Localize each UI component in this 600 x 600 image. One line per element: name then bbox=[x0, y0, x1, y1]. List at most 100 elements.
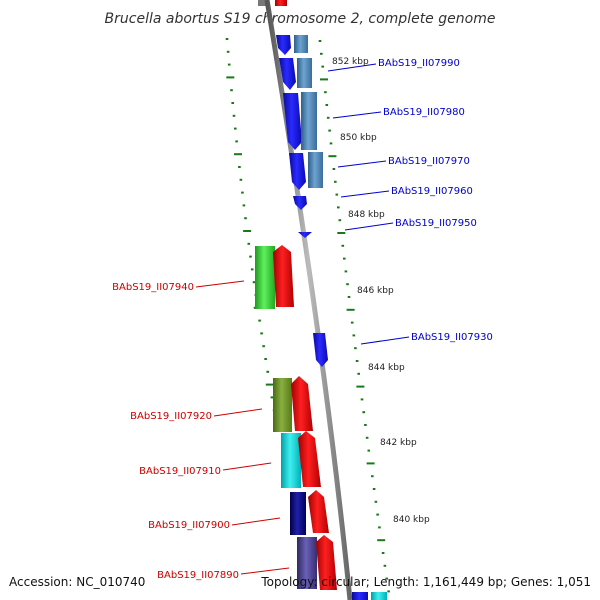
minus-gene-arrow bbox=[308, 490, 329, 533]
tick-mark bbox=[346, 308, 355, 311]
tick-label: 848 kbp bbox=[348, 210, 385, 220]
tick-mark bbox=[320, 52, 323, 55]
tick-mark bbox=[337, 206, 340, 209]
label-leader-line bbox=[340, 190, 390, 198]
label-leader-line bbox=[195, 280, 245, 288]
bottom-partial-gene-blue bbox=[352, 592, 368, 600]
tick-mark bbox=[365, 436, 369, 439]
tick-mark bbox=[372, 488, 376, 490]
minus-gene-cog bbox=[281, 433, 301, 488]
tick-mark bbox=[366, 462, 375, 465]
tick-mark bbox=[328, 155, 337, 158]
chromosome-backbone bbox=[264, 0, 353, 600]
tick-mark bbox=[249, 255, 252, 258]
minus-gene-arrow bbox=[273, 245, 294, 307]
tick-mark bbox=[352, 334, 356, 337]
position-ticks: 852 kbp 850 kbp 848 kbp 846 kbp 844 kbp … bbox=[332, 57, 430, 525]
plus-gene-arrow bbox=[298, 232, 312, 238]
plus-gene-cog bbox=[301, 92, 317, 150]
gene-label-plus: BAbS19_II07970 bbox=[388, 156, 470, 167]
accession-text: Accession: NC_010740 bbox=[9, 575, 145, 589]
plus-gene-arrow bbox=[289, 153, 306, 190]
minus-gene-labels: BAbS19_II07940 BAbS19_II07920 BAbS19_II0… bbox=[112, 280, 290, 581]
label-leader-line bbox=[327, 63, 377, 72]
tick-mark bbox=[321, 65, 324, 68]
tick-mark bbox=[270, 396, 274, 399]
tick-mark bbox=[232, 114, 236, 117]
tick-mark bbox=[265, 383, 274, 386]
tick-label: 842 kbp bbox=[380, 438, 417, 448]
map-title: Brucella abortus S19 chromosome 2, compl… bbox=[105, 11, 496, 27]
tick-mark bbox=[320, 78, 328, 81]
label-leader-line bbox=[240, 567, 290, 575]
label-leader-line bbox=[360, 336, 410, 345]
minus-gene-arrow bbox=[291, 376, 313, 431]
tick-label: 852 kbp bbox=[332, 57, 369, 67]
tick-mark bbox=[377, 539, 386, 542]
tick-mark bbox=[250, 268, 254, 271]
outer-tick-track-left bbox=[225, 38, 276, 412]
tick-mark bbox=[247, 242, 251, 245]
outer-tick-track-right bbox=[318, 40, 390, 593]
tick-mark bbox=[252, 281, 256, 284]
minus-strand-genes bbox=[255, 245, 387, 600]
tick-mark bbox=[387, 590, 390, 593]
tick-mark bbox=[260, 332, 263, 335]
tick-mark bbox=[243, 230, 252, 232]
tick-mark bbox=[344, 270, 348, 273]
label-leader-line bbox=[231, 517, 281, 526]
tick-mark bbox=[367, 449, 371, 452]
tick-mark bbox=[374, 500, 378, 503]
tick-label: 846 kbp bbox=[357, 286, 394, 296]
plus-gene-arrow bbox=[293, 196, 307, 210]
tick-mark bbox=[226, 50, 230, 53]
top-partial-gene-red bbox=[275, 0, 287, 6]
gene-label-minus: BAbS19_II07910 bbox=[139, 466, 221, 477]
minus-gene-cog bbox=[273, 378, 292, 432]
tick-mark bbox=[235, 140, 238, 143]
gene-label-minus: BAbS19_II07940 bbox=[112, 282, 194, 293]
tick-mark bbox=[364, 424, 367, 426]
plus-gene-cog bbox=[308, 152, 323, 188]
tick-mark bbox=[337, 232, 346, 234]
tick-mark bbox=[329, 142, 333, 145]
tick-mark bbox=[383, 564, 387, 567]
plus-gene-arrow bbox=[283, 93, 302, 150]
gene-label-minus: BAbS19_II07920 bbox=[130, 411, 212, 422]
tick-label: 844 kbp bbox=[368, 363, 405, 373]
tick-mark bbox=[334, 180, 337, 183]
tick-mark bbox=[326, 116, 330, 119]
tick-mark bbox=[266, 370, 269, 373]
plus-gene-cog bbox=[294, 35, 308, 53]
tick-mark bbox=[225, 38, 229, 40]
tick-mark bbox=[328, 129, 331, 132]
tick-mark bbox=[335, 193, 339, 196]
gene-label-plus: BAbS19_II07990 bbox=[378, 58, 460, 69]
label-leader-line bbox=[344, 222, 394, 231]
tick-mark bbox=[238, 166, 241, 168]
gene-label-minus: BAbS19_II07890 bbox=[157, 570, 239, 581]
tick-mark bbox=[346, 283, 349, 286]
tick-mark bbox=[231, 102, 234, 104]
tick-mark bbox=[350, 321, 354, 324]
label-leader-line bbox=[222, 462, 272, 471]
tick-mark bbox=[234, 153, 242, 156]
tick-mark bbox=[324, 91, 327, 94]
minus-gene-arrow bbox=[316, 535, 337, 590]
label-leader-line bbox=[213, 408, 263, 417]
plus-gene-arrow bbox=[279, 58, 296, 90]
tick-mark bbox=[318, 40, 322, 42]
tick-mark bbox=[381, 552, 385, 554]
tick-mark bbox=[239, 178, 243, 181]
tick-mark bbox=[376, 513, 379, 516]
tick-mark bbox=[354, 347, 357, 350]
gene-label-plus: BAbS19_II07950 bbox=[395, 218, 477, 229]
tick-mark bbox=[230, 89, 233, 92]
tick-mark bbox=[362, 411, 365, 414]
tick-mark bbox=[356, 385, 365, 388]
tick-mark bbox=[360, 398, 364, 401]
gene-label-plus: BAbS19_II07930 bbox=[411, 332, 493, 343]
tick-mark bbox=[226, 76, 235, 79]
tick-mark bbox=[264, 358, 267, 360]
label-leader-line bbox=[337, 160, 387, 168]
